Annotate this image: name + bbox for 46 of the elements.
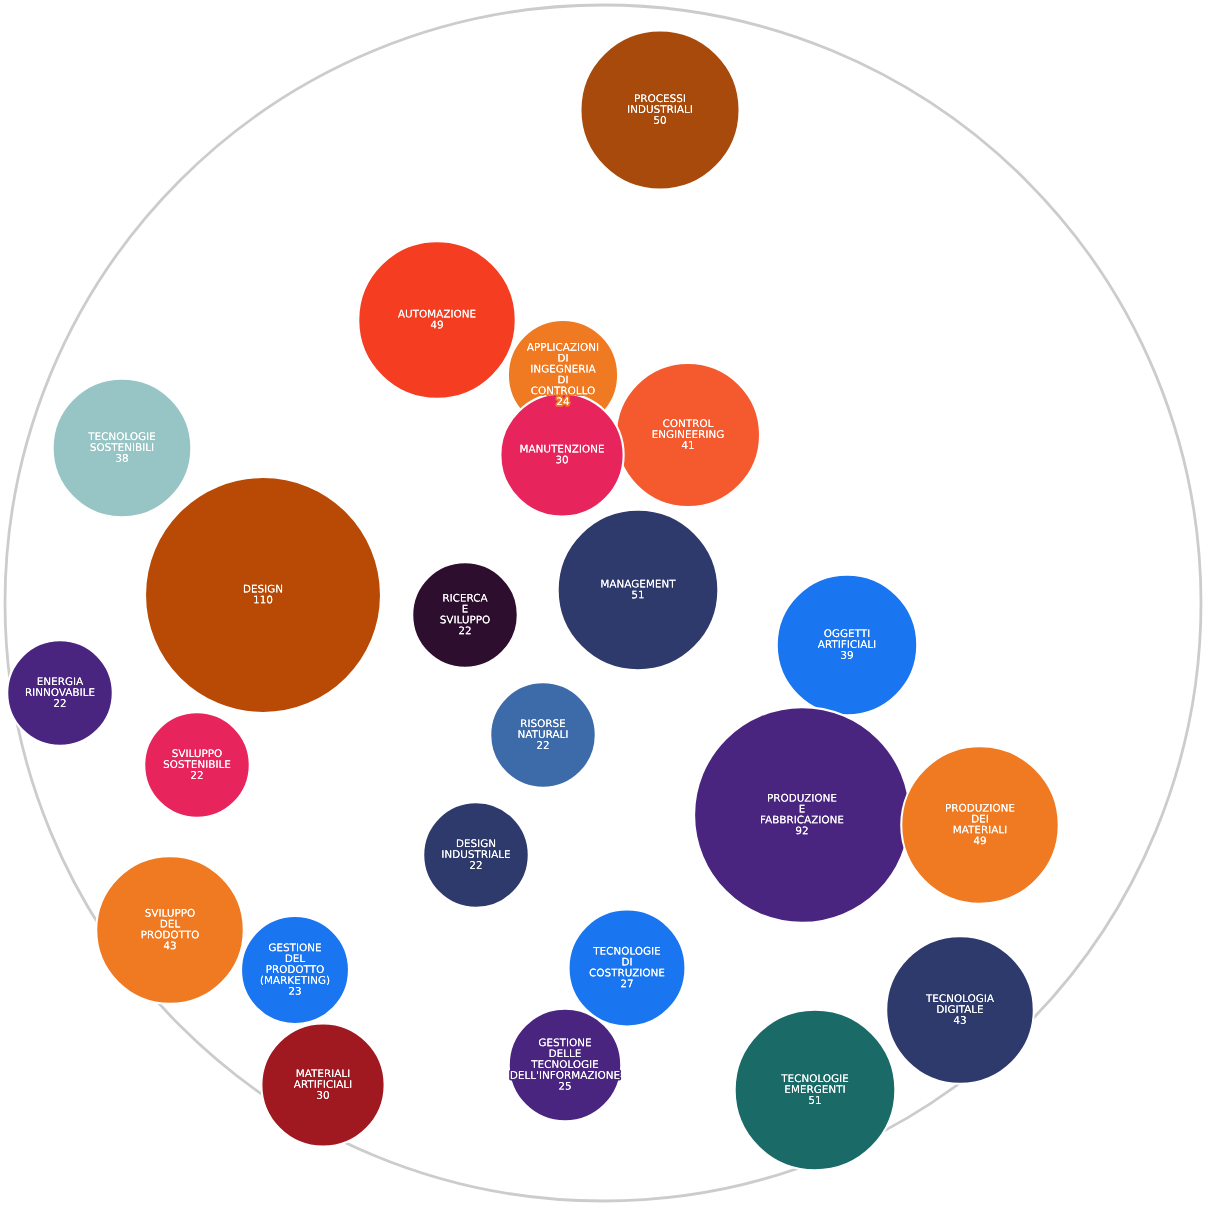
data-label: 51	[809, 1096, 821, 1104]
category-label: DESIGN INDUSTRIALE	[442, 839, 510, 859]
category-label: MATERIALI ARTIFICIALI	[293, 1069, 352, 1089]
data-label: 24	[557, 397, 570, 406]
data-label: 22	[54, 699, 66, 707]
data-label: 22	[537, 741, 549, 749]
category-label: OGGETTI ARTIFICIALI	[817, 629, 876, 649]
data-label: 49	[430, 320, 443, 329]
category-label: TECNOLOGIE SOSTENIBILI	[88, 432, 156, 452]
category-label: AUTOMAZIONE	[397, 309, 476, 318]
data-label: 22	[470, 861, 482, 869]
data-label: 22	[459, 626, 471, 635]
category-label: PRODUZIONE E FABBRICAZIONE	[761, 793, 844, 824]
data-label: 27	[621, 979, 633, 988]
category-label: TECNOLOGIE DI COSTRUZIONE	[589, 946, 665, 977]
category-label: CONTROL ENGINEERING	[652, 419, 724, 439]
data-label: 38	[116, 454, 128, 462]
data-label: 39	[841, 651, 853, 659]
category-label: SVILUPPO SOSTENIBILE	[163, 749, 231, 769]
category-label: MANUTENZIONE	[520, 444, 604, 453]
category-label: RICERCA E SVILUPPO	[440, 593, 490, 624]
data-label: 41	[681, 441, 694, 449]
data-label: 92	[796, 826, 808, 835]
category-label: ENERGIA RINNOVABILE	[25, 677, 95, 697]
data-label: 43	[953, 1016, 966, 1024]
data-label: 22	[191, 771, 203, 779]
category-label: GESTIONE DEL PRODOTTO (MARKETING)	[260, 943, 330, 986]
data-label: 51	[632, 590, 644, 599]
category-label: RISORSE NATURALI	[518, 719, 568, 739]
data-label: 30	[556, 455, 568, 464]
category-label: APPLICAZIONI DI INGEGNERIA DI CONTROLLO	[526, 342, 599, 395]
data-label: 49	[973, 836, 986, 845]
data-label: 30	[317, 1091, 329, 1099]
category-label: PRODUZIONE DEI MATERIALI	[946, 803, 1015, 834]
data-label: 110	[254, 595, 273, 604]
category-label: PROCESSI INDUSTRIALI	[628, 94, 692, 114]
category-label: GESTIONE DELLE TECNOLOGIE DELL'INFORMAZIONE	[510, 1038, 620, 1079]
data-label: 23	[289, 986, 301, 995]
category-label: MANAGEMENT	[601, 579, 676, 588]
data-label: 43	[163, 941, 176, 950]
category-label: DESIGN	[243, 584, 283, 593]
category-label: TECNOLOGIE EMERGENTI	[781, 1074, 849, 1094]
data-label: 50	[654, 116, 666, 124]
category-label: SVILUPPO DEL PRODOTTO	[141, 908, 199, 939]
category-label: TECNOLOGIA DIGITALE	[925, 994, 994, 1014]
data-label: 25	[559, 1081, 571, 1090]
